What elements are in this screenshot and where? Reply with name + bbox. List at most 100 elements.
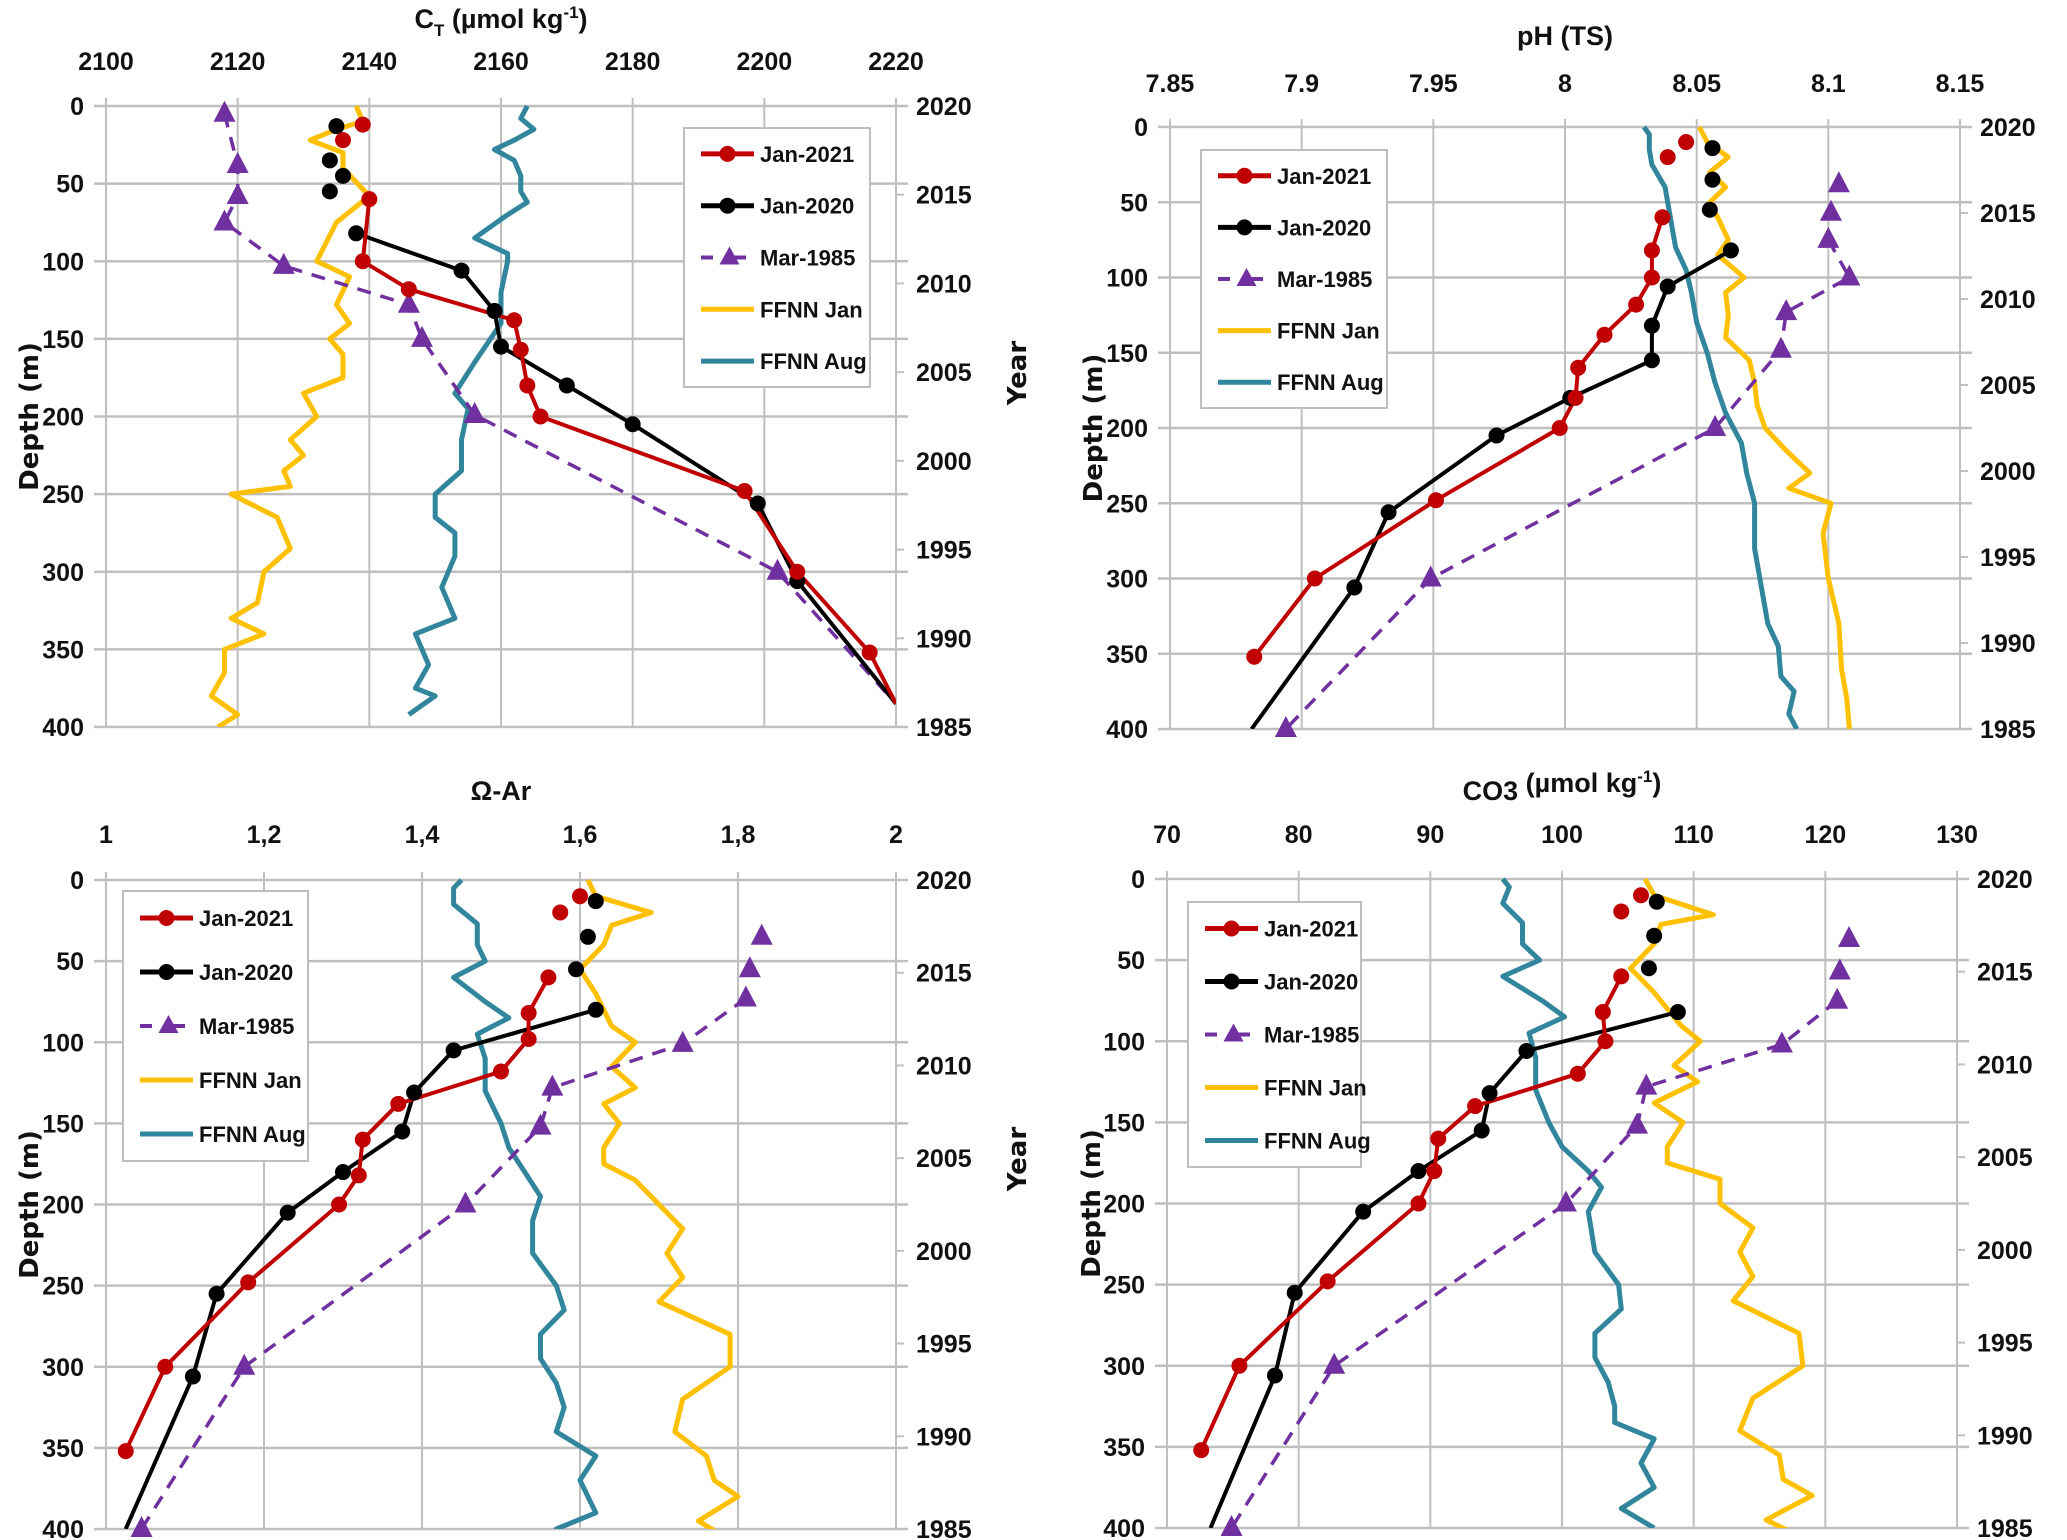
data-point xyxy=(520,1031,537,1048)
data-point xyxy=(454,1191,477,1213)
y-tick-label: 200 xyxy=(1103,1191,1145,1219)
x-tick-label: 2220 xyxy=(868,48,924,76)
data-point xyxy=(1659,149,1676,166)
y-tick-label: 300 xyxy=(42,559,84,587)
data-point xyxy=(587,893,604,910)
data-point xyxy=(579,928,596,945)
y-tick-label: 250 xyxy=(42,481,84,509)
data-point xyxy=(361,191,378,208)
data-point xyxy=(1306,570,1323,587)
data-point xyxy=(1570,359,1587,376)
y-tick-label: 50 xyxy=(1117,947,1145,975)
data-point xyxy=(1410,1163,1427,1180)
x-tick-label: 2120 xyxy=(210,48,266,76)
legend-marker-triangle xyxy=(158,1015,179,1033)
data-point xyxy=(279,1204,296,1221)
y2-tick-label: 2000 xyxy=(1977,1237,2033,1265)
data-point xyxy=(1704,140,1721,157)
data-point xyxy=(1323,1352,1346,1374)
y2-tick-label: 2010 xyxy=(916,1052,972,1080)
data-point xyxy=(1838,926,1861,948)
legend-label: FFNN Jan xyxy=(199,1068,302,1093)
x-tick-label: 100 xyxy=(1541,821,1583,849)
data-point xyxy=(397,291,420,313)
legend-item: Mar-1985 xyxy=(1218,267,1372,292)
legend-box xyxy=(683,127,871,388)
data-point xyxy=(1613,968,1630,985)
x-tick-label: 8.1 xyxy=(1811,70,1846,98)
legend-item: FFNN Aug xyxy=(1218,370,1384,395)
legend-marker-circle xyxy=(158,964,175,980)
data-point xyxy=(394,1123,411,1140)
legend-item: Jan-2020 xyxy=(1205,970,1358,995)
x-tick-label: 90 xyxy=(1416,821,1444,849)
y-tick-label: 250 xyxy=(1103,1272,1145,1300)
y2-tick-label: 2020 xyxy=(1977,866,2033,894)
x-tick-label: 8.15 xyxy=(1936,70,1985,98)
data-point xyxy=(1722,242,1739,259)
y2-tick-label: 2020 xyxy=(916,867,972,895)
legend-item: FFNN Aug xyxy=(701,349,867,374)
legend-marker-triangle xyxy=(1236,268,1257,286)
y2-tick-label: 1995 xyxy=(916,1331,972,1359)
data-point xyxy=(1473,1122,1490,1139)
y-tick-label: 300 xyxy=(42,1354,84,1382)
legend-item: FFNN Aug xyxy=(140,1122,306,1147)
data-point xyxy=(587,1001,604,1018)
y-tick-label: 350 xyxy=(42,1435,84,1463)
data-point xyxy=(335,167,351,184)
series-line-ffnn-aug xyxy=(407,104,537,717)
data-point xyxy=(1704,171,1721,188)
y2-tick-label: 1985 xyxy=(1977,1515,2033,1540)
data-point xyxy=(354,1131,371,1148)
data-point xyxy=(354,116,371,133)
data-point xyxy=(624,416,641,433)
x-tick-label: 130 xyxy=(1936,821,1978,849)
markers-group xyxy=(1246,134,1861,737)
y2-tick-label: 2015 xyxy=(1977,959,2033,987)
legend-label: Mar-1985 xyxy=(1277,267,1372,292)
data-point xyxy=(208,1285,225,1302)
x-tick-label: 2140 xyxy=(342,48,398,76)
legend-label: FFNN Jan xyxy=(1277,319,1380,344)
legend-label: Jan-2021 xyxy=(1277,164,1371,189)
chart-panel-ph: 7.85 7.9 7.95 8 8.05 8.1 8.15 0 50 100 150 200 250 30… xyxy=(1079,21,2036,744)
data-point xyxy=(766,558,789,580)
legend-item: Jan-2020 xyxy=(140,960,293,985)
legend-label: FFNN Aug xyxy=(1264,1129,1371,1154)
y-tick-label: 200 xyxy=(42,404,84,432)
data-point xyxy=(734,985,757,1007)
title-main: CO3 xyxy=(1463,776,1519,806)
y2-tick-label: 1985 xyxy=(1980,716,2036,744)
data-point xyxy=(1518,1042,1535,1059)
data-point xyxy=(213,209,236,231)
legend-marker-circle xyxy=(1236,219,1253,236)
x-tick-label: 2160 xyxy=(473,48,529,76)
y2-tick-label: 1990 xyxy=(916,625,972,653)
y2-tick-label: 2015 xyxy=(1980,200,2036,228)
data-point xyxy=(532,408,549,425)
data-point xyxy=(1770,1031,1793,1053)
data-point xyxy=(1231,1357,1248,1374)
data-point xyxy=(1643,317,1660,334)
chart-title: CT (µmol kg-1) xyxy=(414,3,587,40)
y-tick-label: 150 xyxy=(1103,1109,1145,1137)
data-point xyxy=(558,377,575,394)
data-point xyxy=(1426,1163,1443,1180)
y-tick-label: 200 xyxy=(42,1192,84,1220)
y2-tick-label: 2020 xyxy=(1980,114,2036,142)
legend-label: Mar-1985 xyxy=(760,246,855,271)
data-point xyxy=(493,338,509,355)
data-point xyxy=(1819,199,1842,221)
data-point xyxy=(406,1084,423,1101)
legend-marker-circle xyxy=(1223,920,1240,937)
x-tick-label: 2200 xyxy=(737,48,793,76)
legend-label: Jan-2020 xyxy=(1277,215,1371,240)
y-tick-label: 250 xyxy=(1106,490,1148,518)
data-point xyxy=(350,1167,367,1184)
x-tick-label: 7.95 xyxy=(1409,70,1458,98)
legend-item: FFNN Jan xyxy=(1218,319,1380,344)
data-point xyxy=(512,341,529,358)
legend-item: FFNN Jan xyxy=(1205,1076,1367,1101)
data-point xyxy=(390,1095,407,1112)
